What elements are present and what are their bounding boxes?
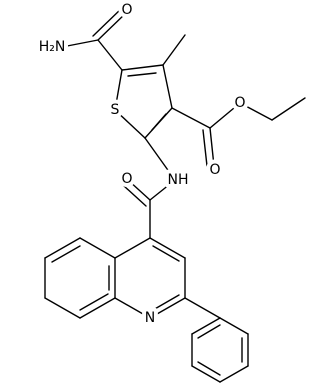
atom-label: O [121,2,132,18]
bonds [44,7,306,383]
atom-label: O [121,171,132,187]
molecule-diagram: O H₂N S O O NH O N [35,0,306,383]
atom-label: S [111,102,120,118]
atom-label: N [145,310,155,326]
atom-labels: O H₂N S O O NH O N [35,0,250,330]
atom-label: O [234,95,245,111]
atom-label: NH [168,172,189,188]
atom-label: H₂N [39,39,66,55]
atom-label: O [209,162,220,178]
